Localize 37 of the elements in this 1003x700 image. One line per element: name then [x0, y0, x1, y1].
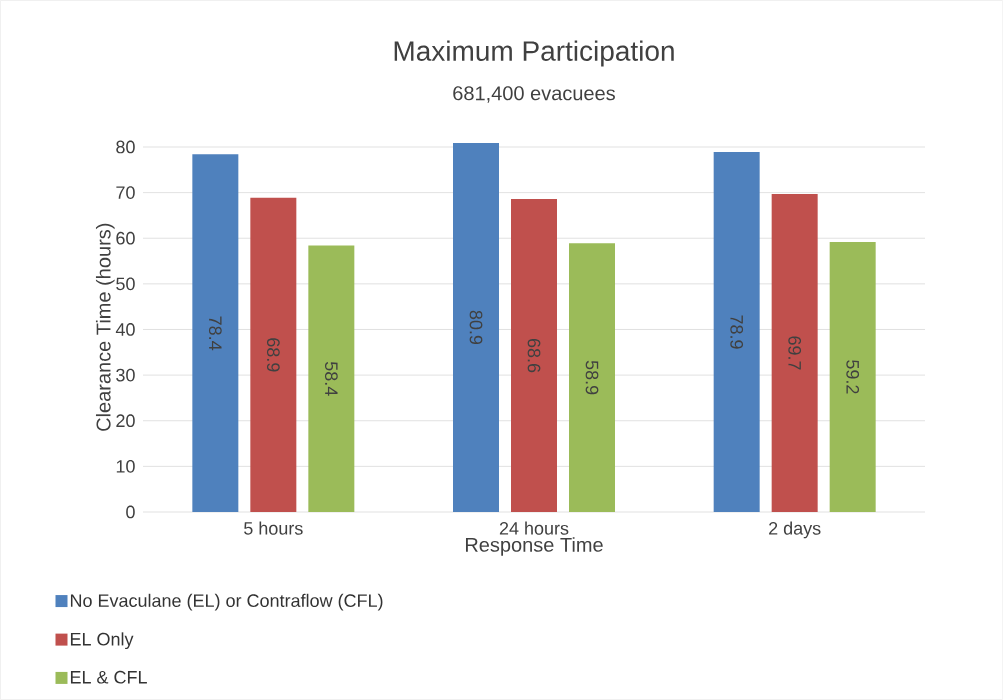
bar — [713, 152, 760, 512]
y-tick-label: 70 — [116, 186, 135, 199]
data-label: 78.4 — [208, 316, 222, 351]
x-tick-label: 24 hours — [499, 521, 569, 535]
y-tick-label: 10 — [116, 459, 135, 473]
bar — [771, 193, 818, 512]
bar — [308, 245, 355, 512]
data-label: 78.9 — [730, 315, 744, 349]
y-tick-label: 50 — [116, 277, 135, 291]
bar — [250, 197, 297, 512]
legend-label: EL Only — [70, 632, 134, 650]
bar — [511, 199, 557, 512]
data-label: 69.7 — [788, 336, 802, 370]
y-tick-label: 80 — [116, 140, 135, 154]
y-tick-label: 30 — [116, 368, 135, 382]
data-label: 68.9 — [266, 338, 280, 372]
x-tick-label: 2 days — [769, 521, 821, 539]
bar — [192, 154, 239, 512]
y-tick-label: 60 — [116, 231, 135, 245]
chart-subtitle: 681,400 evacuees — [453, 86, 615, 103]
x-axis-title: Response Time — [465, 537, 603, 556]
data-label: 59.2 — [846, 360, 860, 394]
data-label: 80.9 — [469, 310, 483, 345]
y-tick-label: 40 — [115, 323, 135, 336]
x-tick-label: 5 hours — [244, 521, 303, 535]
bar — [569, 243, 615, 512]
data-label: 68.6 — [527, 338, 541, 373]
bar — [453, 142, 500, 512]
data-label: 58.9 — [585, 360, 599, 395]
data-label: 58.4 — [324, 361, 338, 396]
y-tick-label: 0 — [126, 505, 135, 519]
chart-title: Maximum Participation — [394, 40, 674, 67]
legend-label: EL & CFL — [70, 670, 147, 684]
legend-label: No Evaculane (EL) or Contraflow (CFL) — [70, 593, 383, 611]
bar — [829, 241, 876, 512]
y-axis-title: Clearance Time (hours) — [95, 223, 115, 431]
y-tick-label: 20 — [116, 414, 135, 428]
